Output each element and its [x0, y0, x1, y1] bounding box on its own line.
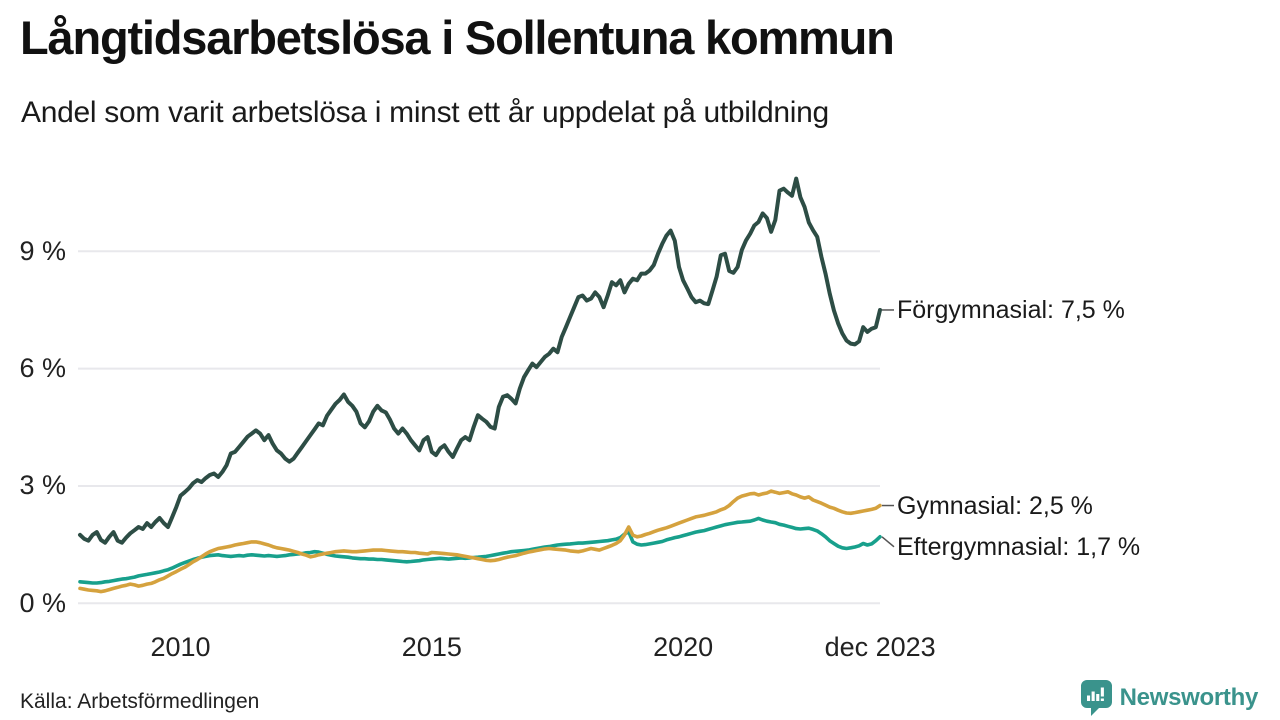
y-axis-tick-label: 0 %	[19, 587, 66, 618]
newsworthy-logo: Newsworthy	[1080, 679, 1258, 717]
x-axis-tick-label: 2015	[401, 632, 462, 662]
newsworthy-logo-icon	[1080, 680, 1112, 716]
y-axis-tick-label: 3 %	[19, 470, 66, 501]
series-line-eftergymnasial	[78, 516, 882, 585]
series-end-label: Eftergymnasial: 1,7 %	[897, 532, 1141, 561]
page-title: Långtidsarbetslösa i Sollentuna kommun	[20, 11, 895, 64]
y-axis-tick-label: 9 %	[19, 235, 66, 266]
x-axis-tick-label: 2010	[150, 632, 211, 662]
series-line-förgymnasial	[78, 176, 882, 545]
series-line-gymnasial	[78, 489, 882, 594]
x-axis-tick-label: 2020	[653, 632, 714, 662]
newsworthy-wordmark: Newsworthy	[1119, 684, 1259, 711]
source-note: Källa: Arbetsförmedlingen	[20, 690, 260, 713]
series-end-label: Gymnasial: 2,5 %	[897, 491, 1093, 520]
y-axis-tick-label: 6 %	[19, 353, 66, 384]
x-axis-tick-label: dec 2023	[824, 632, 936, 662]
page-subtitle: Andel som varit arbetslösa i minst ett å…	[21, 96, 829, 129]
label-connector	[881, 536, 895, 548]
series-end-label: Förgymnasial: 7,5 %	[897, 295, 1125, 324]
